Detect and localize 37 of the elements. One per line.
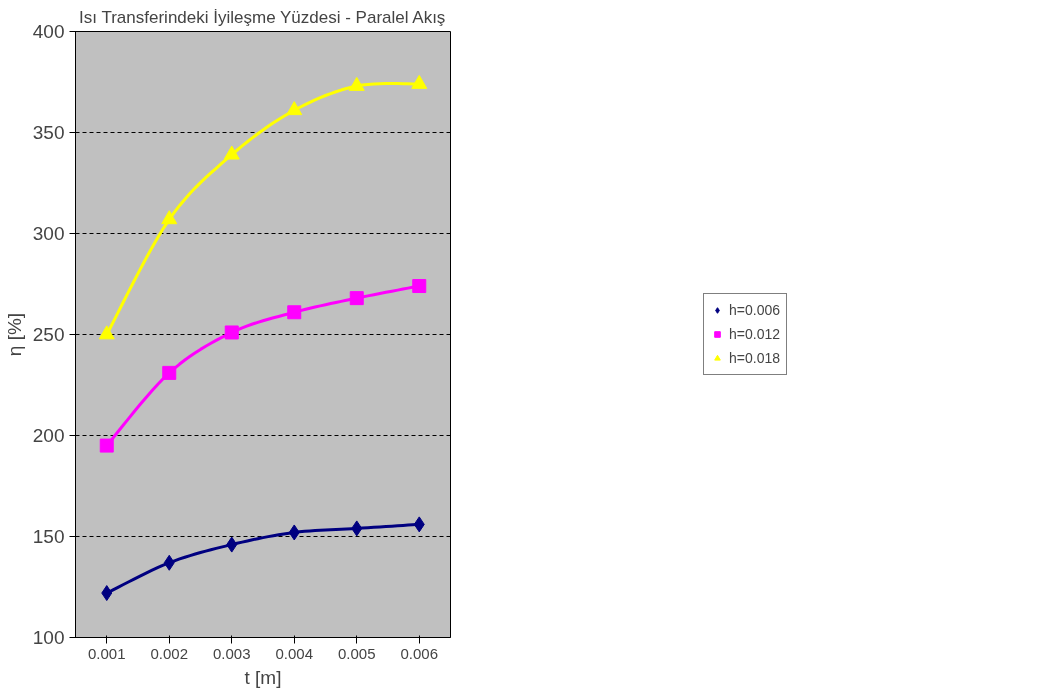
- x-tick-label: 0.002: [150, 644, 189, 662]
- y-tick-label: 300: [32, 223, 65, 244]
- x-tick-label: 0.001: [87, 644, 126, 662]
- point: [162, 365, 177, 380]
- x-tick-label: 0.003: [212, 644, 251, 662]
- x-axis-title: t [m]: [244, 666, 282, 688]
- x-tick-label: 0.004: [275, 644, 314, 662]
- point: [349, 291, 364, 306]
- point: [98, 325, 115, 340]
- y-tick-label: 200: [32, 425, 65, 446]
- legend-label: h=0.012: [729, 326, 780, 342]
- y-axis-title: η [%]: [3, 312, 25, 357]
- point: [287, 305, 302, 320]
- point: [99, 438, 114, 453]
- point: [348, 76, 365, 91]
- point: [288, 524, 300, 541]
- y-tick-label: 100: [32, 627, 65, 648]
- x-tick-label: 0.006: [400, 644, 439, 662]
- legend-label: h=0.018: [729, 350, 780, 366]
- point: [286, 101, 303, 116]
- point: [226, 536, 238, 553]
- point: [351, 520, 363, 537]
- y-tick-label: 400: [32, 21, 65, 42]
- y-tick-label: 350: [32, 122, 65, 143]
- x-tick-label: 0.005: [337, 644, 376, 662]
- y-tick-label: 250: [32, 324, 65, 345]
- legend-label: h=0.006: [729, 302, 780, 318]
- point: [101, 585, 113, 602]
- point: [163, 554, 175, 571]
- point: [412, 279, 427, 294]
- point: [411, 74, 428, 89]
- point: [223, 145, 240, 160]
- point: [413, 516, 425, 533]
- point: [224, 325, 239, 340]
- chart-title: Isı Transferindeki İyileşme Yüzdesi - Paralel Akış: [79, 7, 446, 27]
- y-tick-label: 150: [32, 526, 65, 547]
- point: [161, 210, 178, 225]
